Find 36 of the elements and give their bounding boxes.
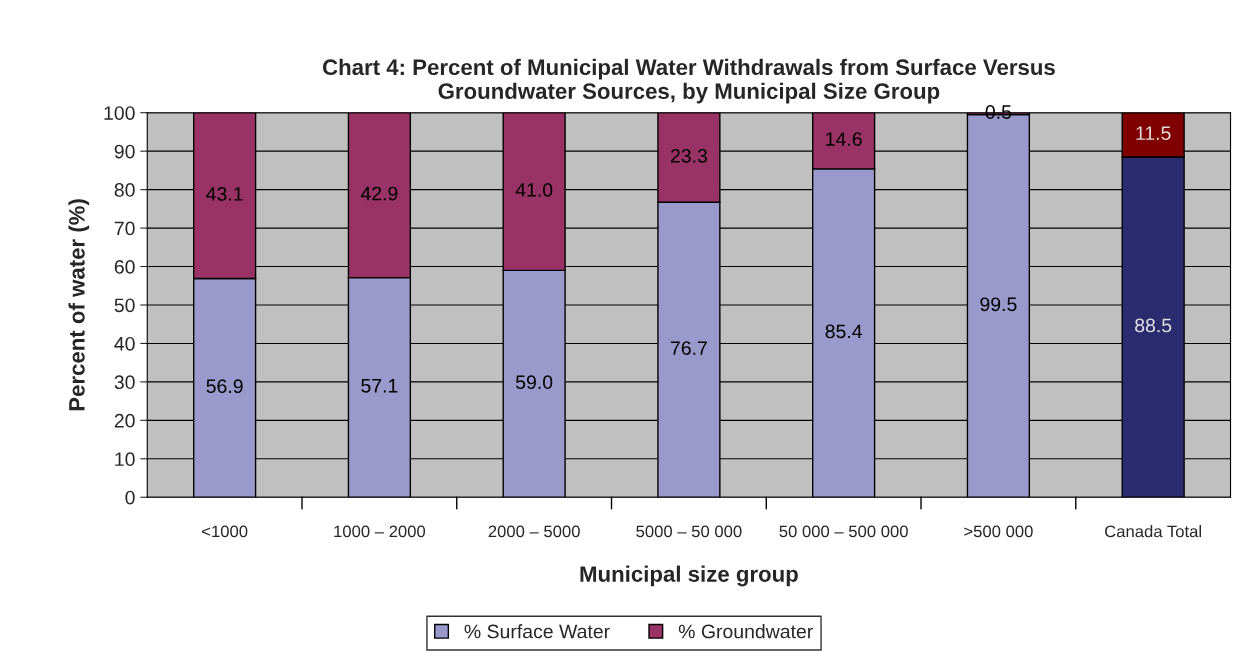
y-tick-label: 0	[125, 490, 135, 505]
data-label: 41.0	[515, 182, 553, 197]
chart-title: Chart 4: Percent of Municipal Water Withdrawals from Surface Versus Groundwater Sources, by Municipal Size Group	[322, 58, 1055, 104]
data-label: 88.5	[1135, 318, 1172, 333]
x-tick-label: 50 000 – 500 000	[779, 525, 908, 538]
y-tick-label: 10	[115, 452, 135, 467]
y-tick-label: 70	[114, 221, 135, 236]
x-tick-label: 5000 – 50 000	[636, 525, 742, 538]
data-label: 42.9	[360, 186, 398, 201]
data-label: 14.6	[826, 132, 862, 146]
x-tick-label: <1000	[202, 525, 248, 538]
legend-label: % Groundwater	[678, 624, 813, 639]
data-label: 56.9	[206, 379, 243, 394]
data-label: 23.3	[670, 148, 707, 163]
data-label: 76.7	[670, 341, 707, 355]
data-label: 11.5	[1136, 126, 1171, 141]
legend-label: % Surface Water	[464, 624, 610, 639]
y-tick-label: 60	[114, 259, 135, 274]
data-label: 99.5	[980, 297, 1017, 312]
data-label: 85.4	[825, 324, 862, 339]
x-axis-title: Municipal size group	[580, 565, 798, 587]
y-tick-label: 50	[114, 298, 135, 313]
x-tick-label: 2000 – 5000	[488, 525, 580, 538]
data-label: 43.1	[206, 187, 243, 201]
x-tick-label: 1000 – 2000	[334, 525, 426, 538]
data-label: 57.1	[361, 379, 398, 393]
x-tick-label: >500 000	[964, 525, 1033, 538]
y-tick-label: 100	[104, 106, 135, 120]
data-label: 59.0	[516, 375, 553, 390]
y-tick-label: 80	[114, 183, 135, 197]
y-tick-label: 40	[114, 336, 135, 351]
y-tick-label: 90	[114, 144, 135, 159]
y-tick-label: 30	[114, 375, 135, 390]
x-tick-label: Canada Total	[1105, 525, 1201, 538]
y-axis-title: Percent of water (%)	[68, 199, 90, 411]
y-tick-label: 20	[114, 413, 135, 428]
